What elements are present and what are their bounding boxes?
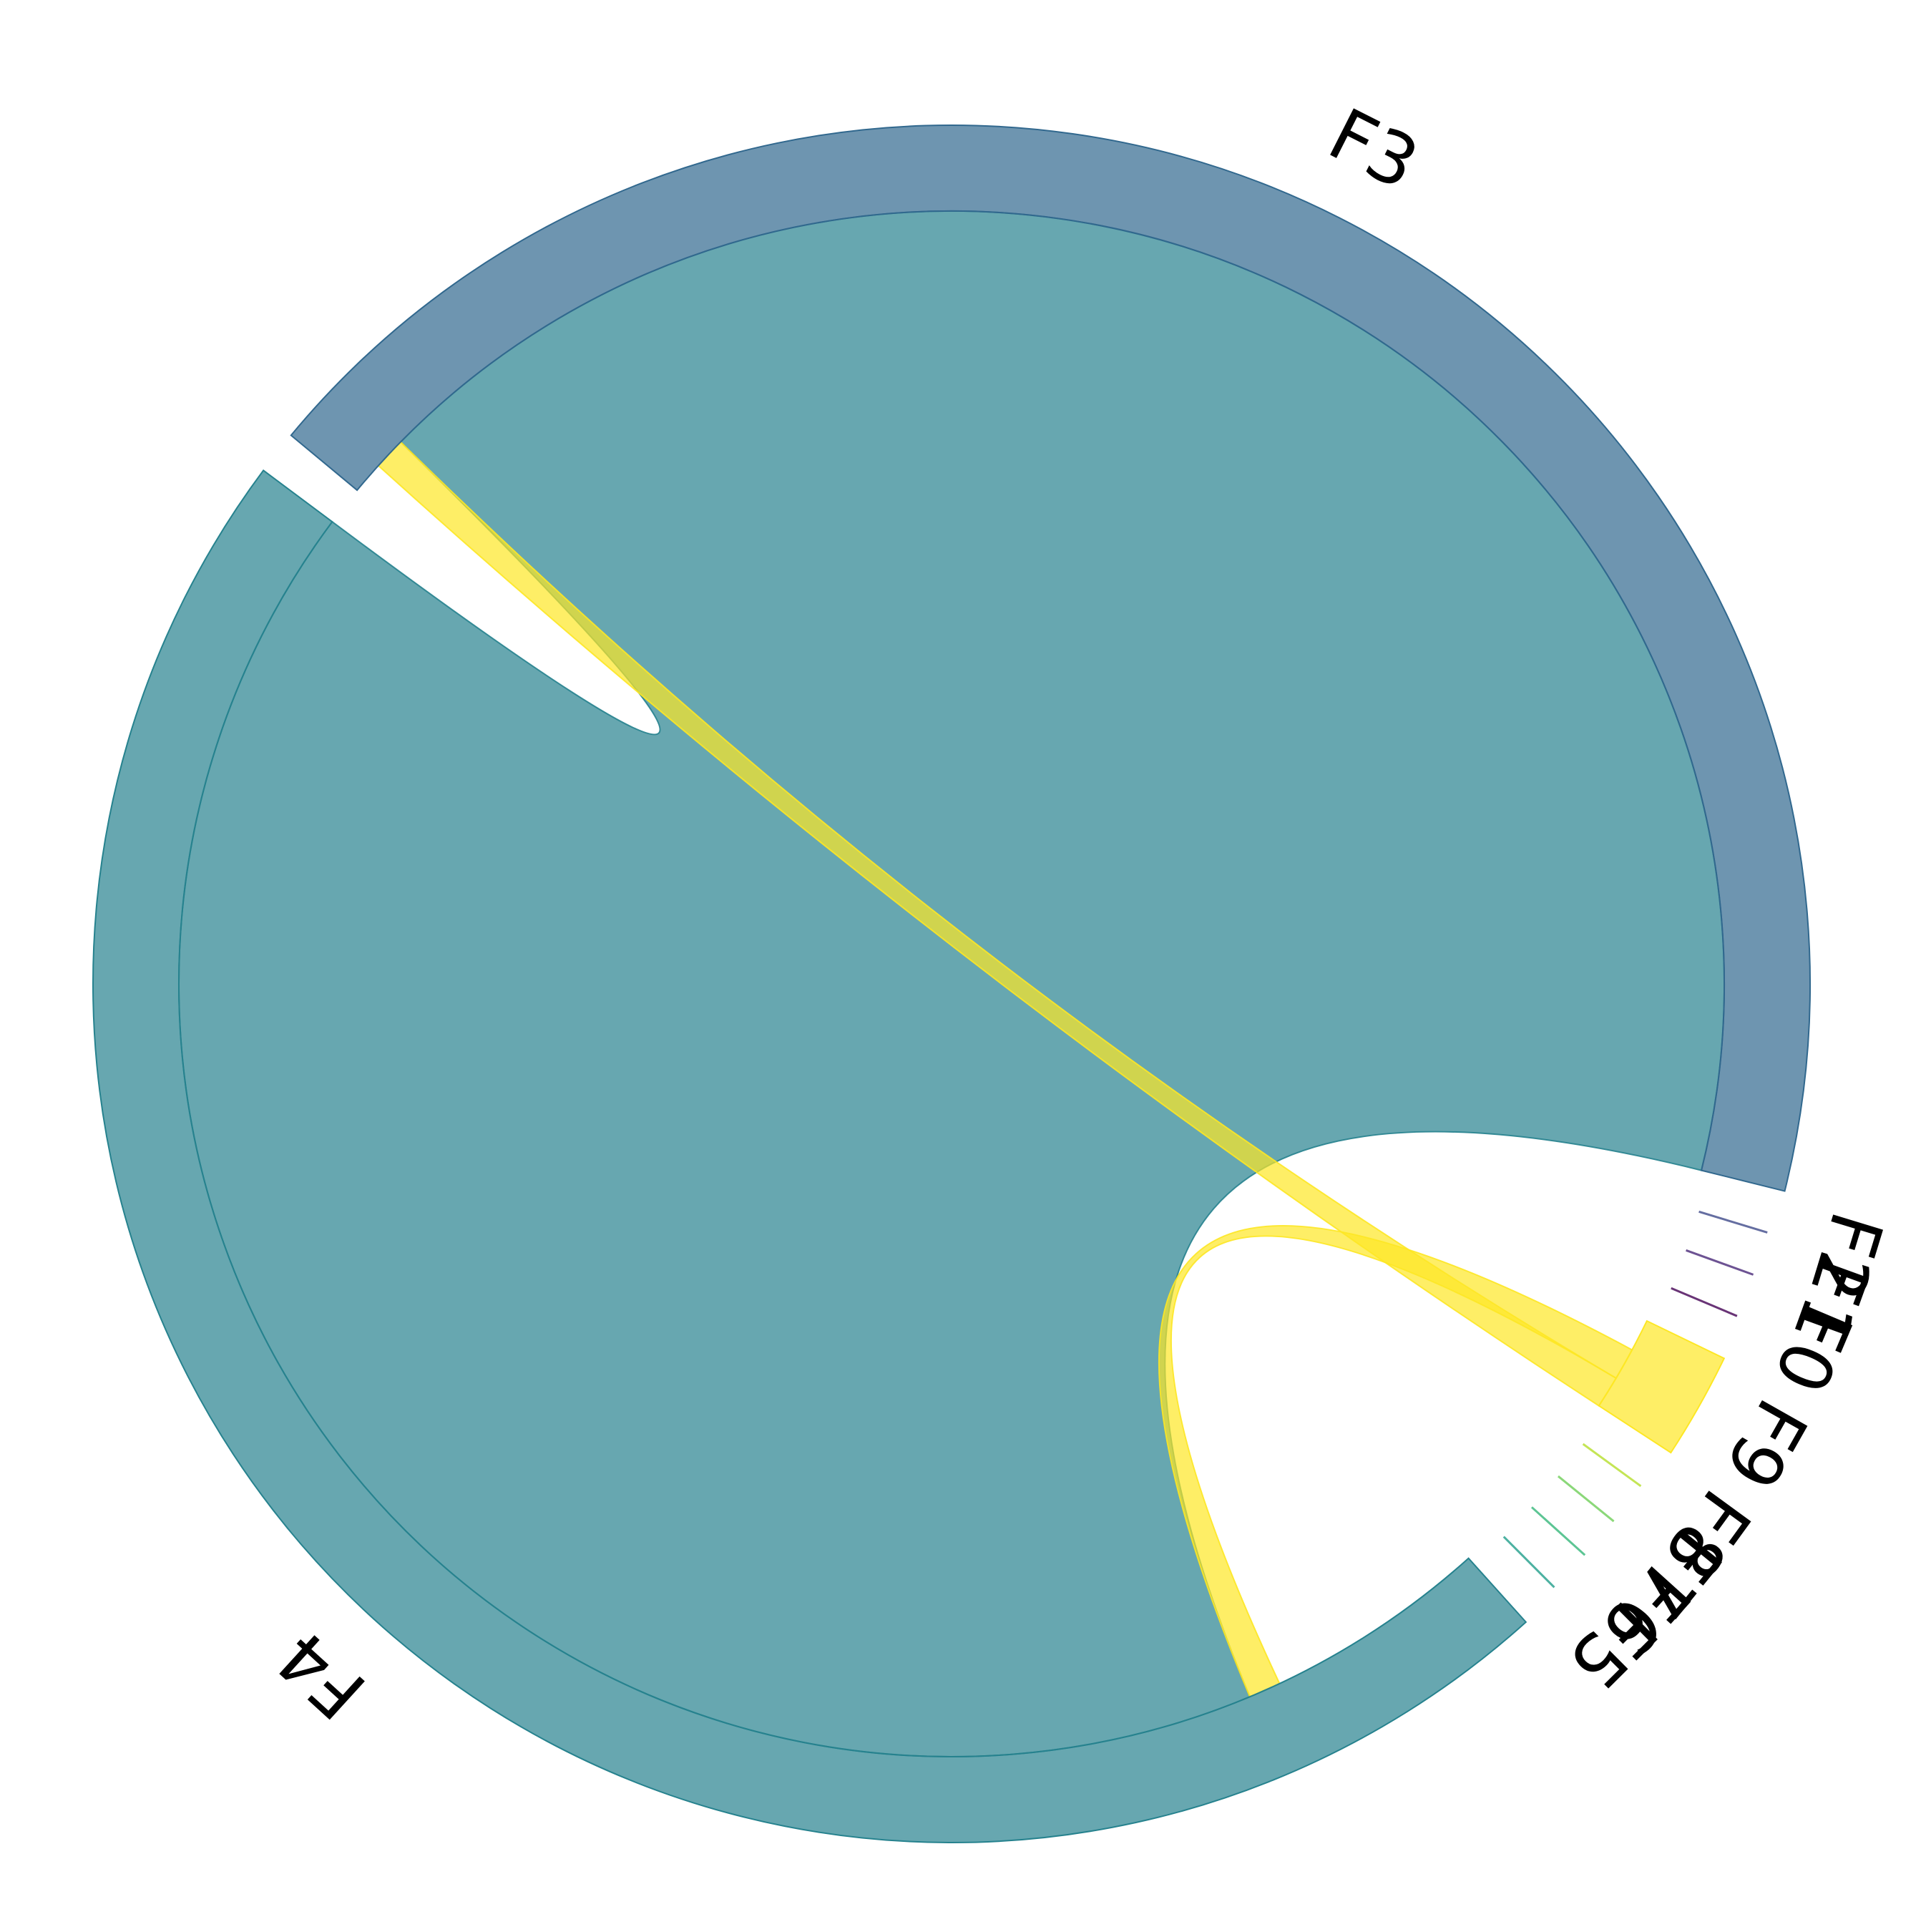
group-arc-f0	[1671, 1287, 1738, 1317]
group-arc-f2	[1698, 1210, 1768, 1234]
label-f9: F9	[1708, 1386, 1823, 1503]
label-f4: F4	[261, 1615, 381, 1735]
group-arcs	[92, 125, 1811, 1843]
group-arc-f3	[290, 125, 1811, 1192]
group-arc-f6	[1530, 1506, 1586, 1556]
ribbon-f3-f4	[178, 210, 1725, 1757]
ribbons	[178, 210, 1725, 1757]
group-arc-f4	[92, 469, 1527, 1843]
group-arc-f8	[1582, 1443, 1642, 1488]
group-arc-f7	[1557, 1475, 1615, 1523]
group-arc-f9	[1598, 1319, 1726, 1454]
label-f3: F3	[1316, 92, 1432, 206]
group-arc-f5	[1502, 1536, 1555, 1589]
group-arc-f1	[1686, 1249, 1754, 1276]
